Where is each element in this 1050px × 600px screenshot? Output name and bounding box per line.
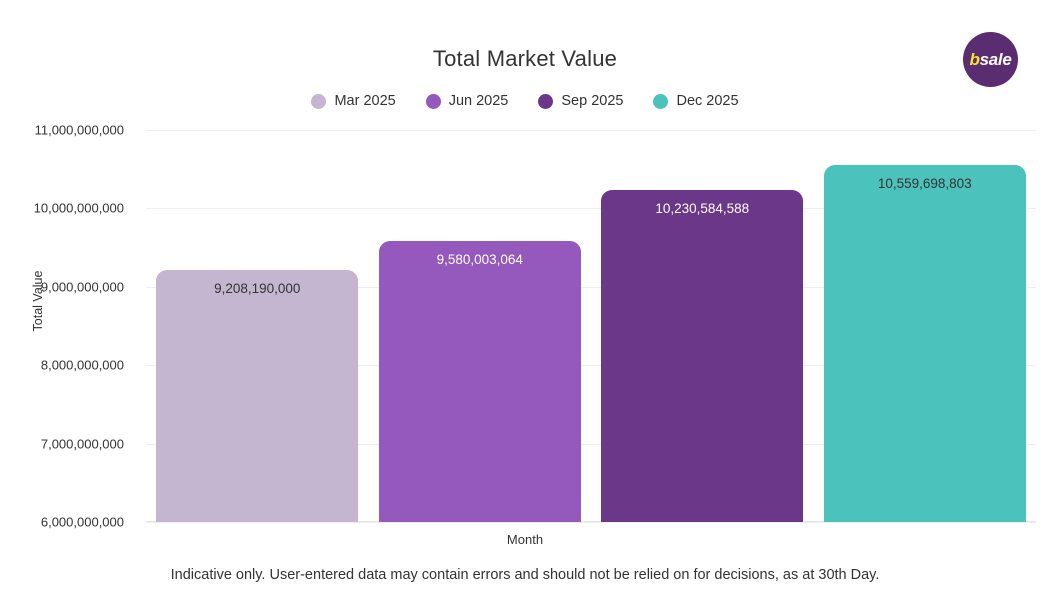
legend-swatch-icon (653, 93, 669, 109)
plot-area: 9,208,190,000 9,580,003,064 10,230,584,588… (34, 123, 1036, 530)
legend-label: Jun 2025 (448, 93, 509, 109)
bar-value-label: 10,230,584,588 (655, 201, 750, 217)
logo-text-sale: sale (979, 49, 1012, 69)
gridline (146, 286, 1036, 288)
gridline (146, 443, 1036, 445)
y-axis-tick-label: 10,000,000,000 (33, 200, 124, 216)
legend-item[interactable]: Sep 2025 (538, 93, 623, 109)
legend-item[interactable]: Mar 2025 (311, 93, 396, 109)
bar-value-label: 10,559,698,803 (877, 175, 972, 191)
legend-item[interactable]: Dec 2025 (653, 93, 739, 109)
legend-label: Dec 2025 (676, 93, 739, 109)
bar-series: 9,208,190,000 9,580,003,064 10,230,584,588… (146, 130, 1036, 522)
y-axis-tick-label: 8,000,000,000 (40, 357, 124, 373)
disclaimer-note: Indicative only. User-entered data may c… (170, 567, 880, 583)
x-axis-line (146, 521, 1036, 522)
bar[interactable]: 9,208,190,000 (156, 270, 359, 522)
bar[interactable]: 10,559,698,803 (823, 164, 1026, 522)
legend-label: Mar 2025 (334, 93, 396, 109)
y-axis-tick-label: 9,000,000,000 (40, 279, 124, 295)
legend-swatch-icon (425, 93, 441, 109)
x-axis-title: Month (506, 532, 544, 547)
bar[interactable]: 10,230,584,588 (601, 190, 804, 522)
gridline (146, 365, 1036, 367)
bar-value-label: 9,580,003,064 (436, 252, 523, 268)
y-axis-tick-label: 7,000,000,000 (40, 436, 124, 452)
legend-swatch-icon (538, 93, 554, 109)
y-axis-title: Total Value (31, 270, 45, 332)
bar-value-label: 9,208,190,000 (214, 281, 301, 297)
gridline (146, 130, 1036, 131)
legend-label: Sep 2025 (561, 93, 624, 109)
gridline (146, 208, 1036, 210)
legend-item[interactable]: Jun 2025 (425, 93, 509, 109)
legend-swatch-icon (311, 93, 327, 109)
chart-legend: Mar 2025 Jun 2025 Sep 2025 Dec 2025 (0, 93, 1050, 109)
y-axis-tick-label: 6,000,000,000 (40, 514, 124, 530)
logo-letter-b: b (969, 49, 980, 69)
chart-title: Total Market Value (432, 46, 618, 71)
bsale-logo: b sale (963, 32, 1018, 87)
gridline (146, 522, 1036, 523)
bar[interactable]: 9,580,003,064 (378, 241, 581, 522)
y-axis-tick-label: 11,000,000,000 (34, 122, 124, 138)
